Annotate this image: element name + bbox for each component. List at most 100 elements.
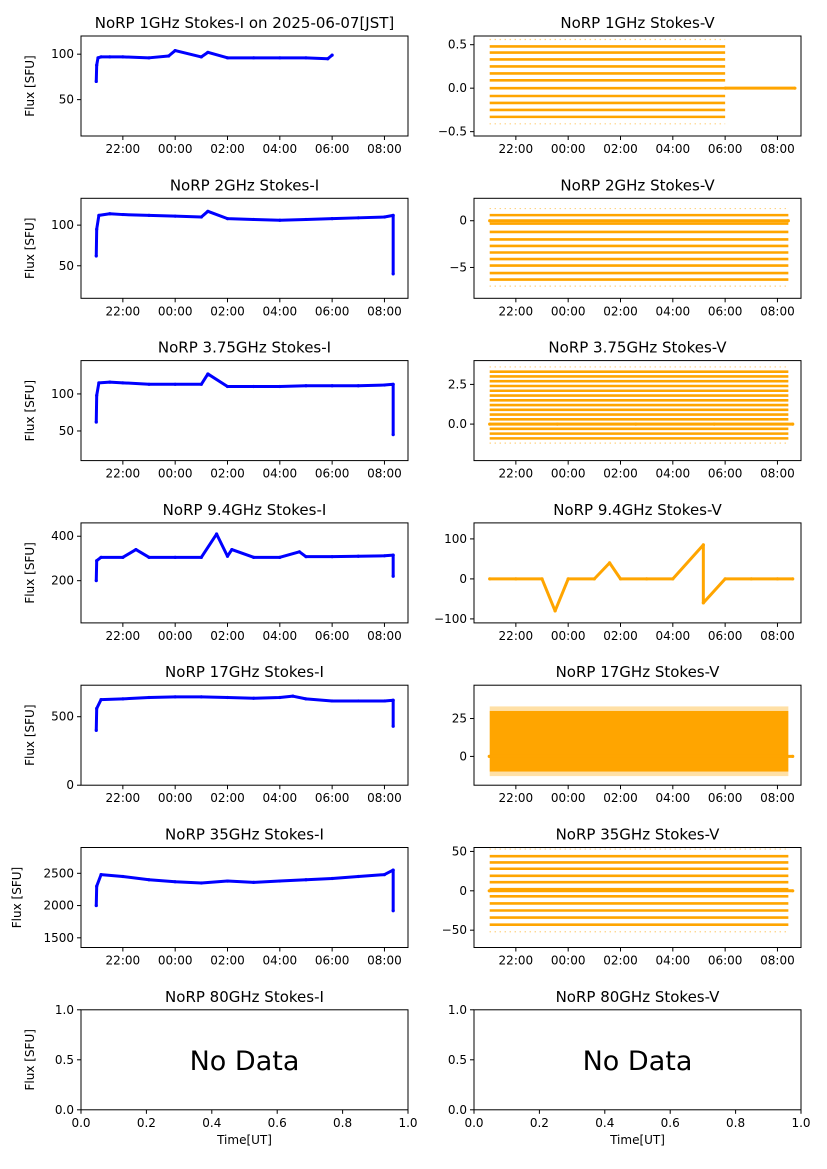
data-point [134, 547, 138, 552]
x-tick-label: 00:00 [158, 791, 193, 805]
plot-area [94, 372, 395, 437]
y-axis-label: Flux [SFU] [10, 867, 24, 928]
x-tick-label: 06:00 [315, 791, 350, 805]
chart-title: NoRP 17GHz Stokes-V [556, 663, 721, 681]
plot-area [489, 38, 797, 125]
x-tick-label: 04:00 [656, 954, 691, 968]
x-tick-label: 08:00 [760, 467, 795, 481]
x-tick-label: 06:00 [708, 954, 743, 968]
y-tick-label: 100 [51, 387, 74, 401]
y-tick-label: 400 [51, 529, 74, 543]
data-point [487, 889, 491, 893]
axes-frame [473, 35, 802, 137]
data-point [356, 216, 360, 220]
data-point [108, 380, 112, 384]
noise-envelope-fringe [489, 706, 789, 711]
series-line [94, 209, 395, 274]
x-tick-label: 0.2 [530, 1116, 549, 1130]
data-point [94, 254, 98, 258]
data-point [252, 696, 256, 700]
data-point [382, 215, 387, 219]
data-point [108, 212, 112, 216]
x-tick-label: 06:00 [708, 629, 743, 643]
chart-title: NoRP 1GHz Stokes-I on 2025-06-07[JST] [95, 14, 395, 32]
data-point [95, 393, 99, 398]
data-point [206, 372, 210, 376]
axes-frame [80, 197, 409, 299]
data-point [391, 909, 395, 913]
y-tick-label: 200 [51, 574, 74, 588]
x-tick-label: 02:00 [210, 791, 245, 805]
chart-title: NoRP 1GHz Stokes-V [560, 14, 715, 32]
x-tick-label: 02:00 [603, 304, 638, 318]
chart-title: NoRP 2GHz Stokes-I [170, 176, 319, 194]
data-point [514, 577, 518, 581]
x-tick-label: 08:00 [760, 142, 795, 156]
data-point [121, 555, 125, 559]
data-point [712, 422, 716, 426]
data-point [99, 872, 103, 877]
data-point [356, 699, 360, 703]
data-point [94, 579, 98, 583]
data-point [278, 218, 282, 222]
x-tick-label: 04:00 [656, 142, 691, 156]
x-tick-label: 0.0 [464, 1116, 483, 1130]
panel-2: 22:00 00:00 02:00 04:00 06:00 08:00 −0.5 0.0 0.5… [438, 14, 802, 156]
y-tick-label: 0 [459, 214, 467, 228]
data-point [225, 695, 230, 700]
data-point [304, 697, 308, 701]
data-point [304, 56, 308, 60]
data-point [147, 213, 151, 217]
data-point [214, 532, 219, 536]
data-point [225, 384, 230, 389]
data-point [304, 384, 308, 388]
plot-area [488, 207, 790, 287]
data-point [252, 56, 256, 60]
y-tick-label: 0.0 [448, 417, 467, 431]
y-axis-label: Flux [SFU] [23, 704, 37, 765]
y-tick-label: 50 [59, 259, 74, 273]
y-tick-label: 0.0 [55, 1103, 74, 1117]
x-tick-label: 02:00 [603, 142, 638, 156]
data-point [382, 383, 387, 387]
data-point [225, 56, 230, 60]
x-tick-label: 08:00 [367, 467, 402, 481]
data-point [391, 553, 395, 557]
y-tick-label: 1500 [43, 931, 74, 945]
data-point [566, 577, 570, 581]
x-tick-label: 0.0 [71, 1116, 90, 1130]
data-point [206, 50, 210, 54]
data-point [96, 56, 100, 60]
panel-9: 22:00 00:00 02:00 04:00 06:00 08:00 0 500 NoRP 1… [23, 663, 409, 805]
y-tick-label: −50 [442, 923, 467, 937]
y-tick-label: 2000 [43, 899, 74, 913]
x-tick-label: 08:00 [367, 629, 402, 643]
x-tick-label: 02:00 [210, 142, 245, 156]
x-tick-label: 06:00 [708, 304, 743, 318]
data-point [330, 384, 334, 388]
x-tick-label: 22:00 [106, 142, 141, 156]
x-tick-label: 08:00 [367, 304, 402, 318]
data-point [94, 420, 98, 424]
data-point [634, 422, 638, 426]
y-tick-label: 0.5 [448, 1053, 467, 1067]
x-tick-label: 06:00 [315, 954, 350, 968]
x-tick-label: 22:00 [499, 791, 534, 805]
plot-area [487, 706, 795, 777]
chart-title: NoRP 9.4GHz Stokes-I [163, 501, 327, 519]
x-tick-label: 02:00 [603, 467, 638, 481]
panel-4: 22:00 00:00 02:00 04:00 06:00 08:00 −5 0 NoRP 2G… [449, 176, 802, 318]
data-point [791, 577, 795, 581]
y-tick-label: 2500 [43, 866, 74, 880]
y-tick-label: −0.5 [438, 125, 467, 139]
data-point [391, 868, 395, 872]
data-point [121, 381, 125, 385]
data-point [304, 217, 308, 222]
data-point [199, 382, 203, 386]
x-tick-label: 1.0 [791, 1116, 810, 1130]
y-tick-label: 50 [59, 424, 74, 438]
y-tick-label: 1.0 [55, 1003, 74, 1017]
y-tick-label: −5 [449, 260, 467, 274]
data-point [252, 217, 256, 222]
data-point [278, 695, 282, 700]
